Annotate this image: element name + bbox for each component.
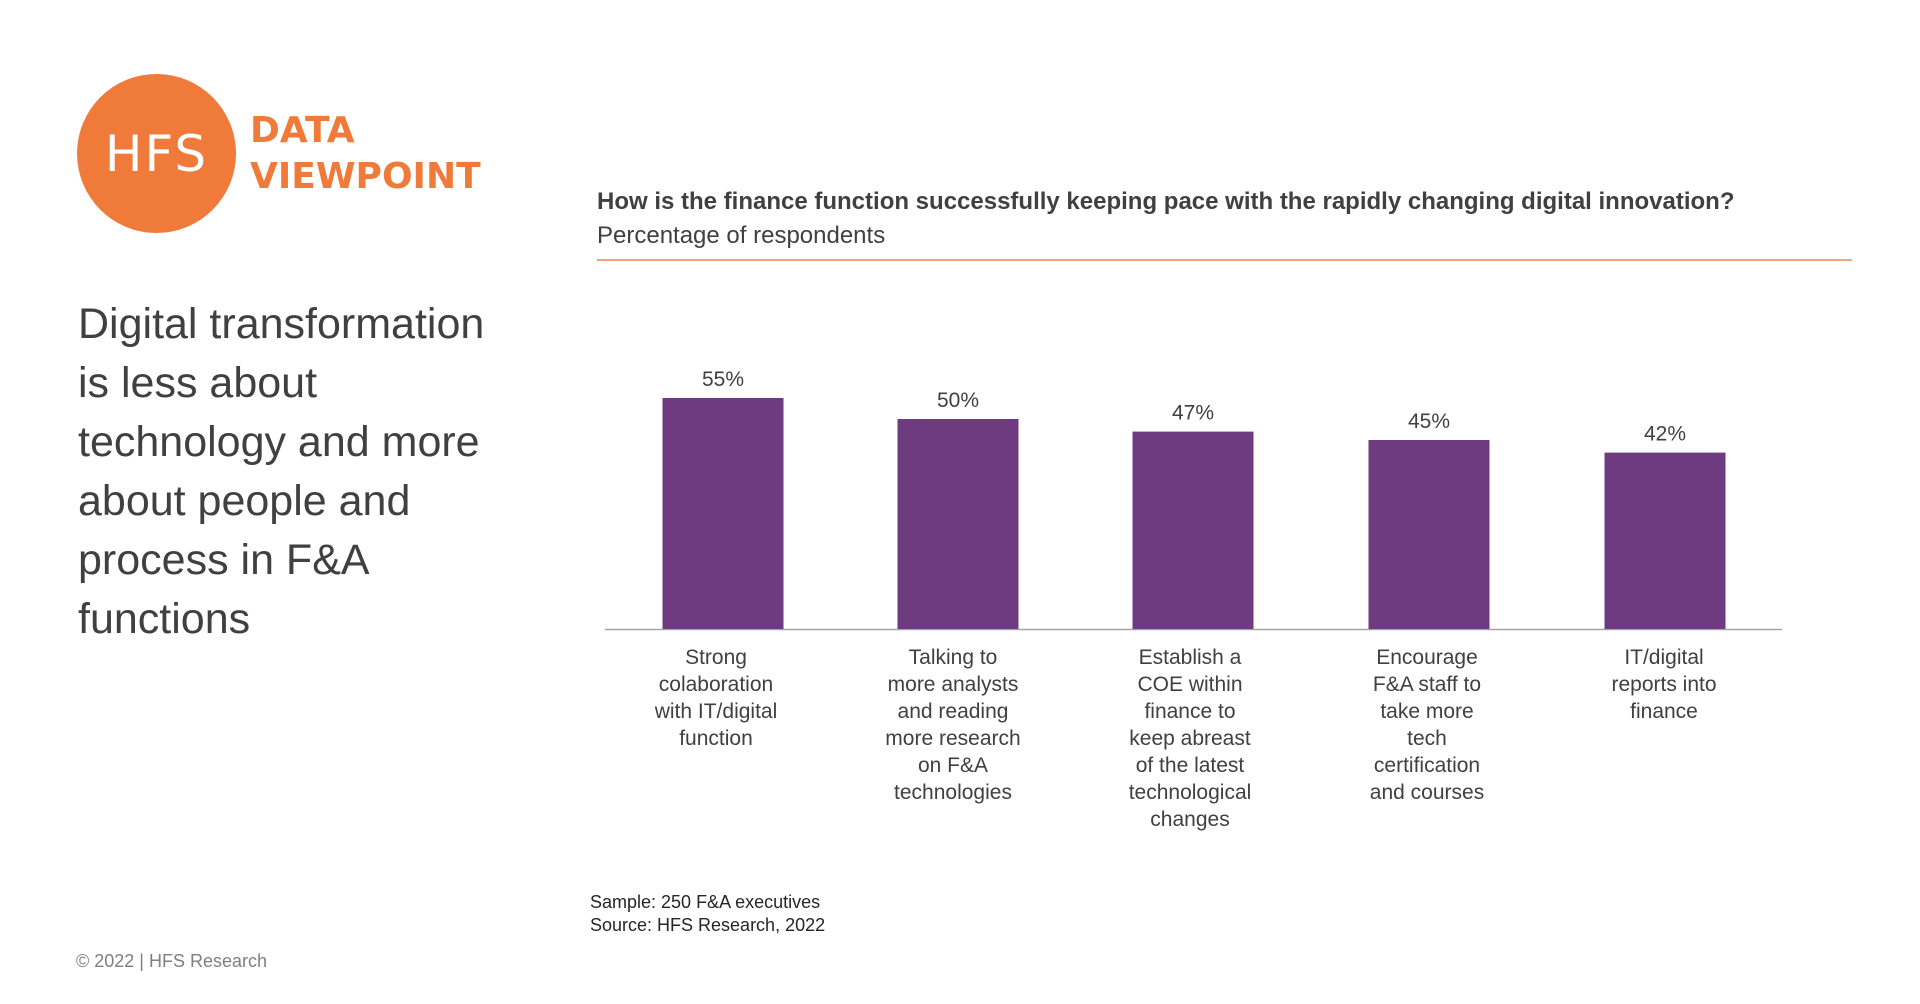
category-label-line: take more [1380,700,1473,723]
category-label: IT/digital reports into finance [1611,646,1716,723]
category-label-line: finance [1630,700,1698,723]
category-label-line: and courses [1370,781,1484,804]
copyright: © 2022 | HFS Research [76,951,268,971]
category-label-line: IT/digital [1624,646,1703,669]
hfs-logo: HFS [77,74,236,233]
bar [1368,440,1490,629]
category-label-line: more analysts [888,673,1019,696]
category-label-line: finance to [1144,700,1235,723]
chart-notes: Sample: 250 F&A executives Source: HFS R… [590,891,825,937]
category-label-line: technologies [894,781,1012,804]
logo-subtitle: DATA VIEWPOINT [250,108,481,200]
bar [662,398,784,629]
category-label-line: Encourage [1376,646,1478,669]
category-label-line: certification [1374,754,1480,777]
source-note: Source: HFS Research, 2022 [590,915,826,935]
category-label-line: F&A staff to [1373,673,1481,696]
bar-value-label: 42% [1644,423,1686,446]
category-label-line: of the latest [1136,754,1245,777]
category-label-line: Establish a [1139,646,1242,669]
category-label-line: technological [1129,781,1252,804]
chart-title: How is the finance function successfully… [597,188,1735,215]
category-label-line: Strong [685,646,747,669]
logo-text: HFS [104,124,209,183]
title-divider [597,259,1852,261]
category-label-line: function [679,727,753,750]
category-label-line: more research [885,727,1020,750]
sample-note: Sample: 250 F&A executives [590,892,821,912]
category-label-line: on F&A [918,754,988,777]
bar-value-label: 55% [702,368,744,391]
category-label-line: keep abreast [1129,727,1251,750]
category-label-line: COE within [1137,673,1242,696]
category-label-line: colaboration [659,673,773,696]
category-label: Talking to more analysts and reading more r… [885,646,1020,804]
logo-subtitle-line1: DATA [250,110,355,151]
headline: Digital transformation is less about tec… [78,300,485,643]
category-label: Strong colaboration with IT/digital functio… [654,646,778,750]
bar [897,419,1019,629]
chart-subtitle: Percentage of respondents [597,222,886,249]
category-label-line: Talking to [909,646,998,669]
bar-value-label: 50% [937,389,979,412]
category-label: Encourage F&A staff to take more tech certif… [1370,646,1484,804]
category-label-line: and reading [898,700,1009,723]
logo-subtitle-line2: VIEWPOINT [250,156,481,197]
bars-group: 55% Strong colaboration with IT/digital func… [654,368,1726,831]
bar [1132,431,1254,629]
category-label-line: with IT/digital [654,700,778,723]
bar [1604,452,1726,629]
bar-value-label: 47% [1172,402,1214,425]
category-label-line: tech [1407,727,1447,750]
category-label: Establish a COE within finance to keep abre… [1129,646,1252,831]
category-label-line: changes [1150,808,1229,831]
category-label-line: reports into [1611,673,1716,696]
bar-value-label: 45% [1408,410,1450,433]
